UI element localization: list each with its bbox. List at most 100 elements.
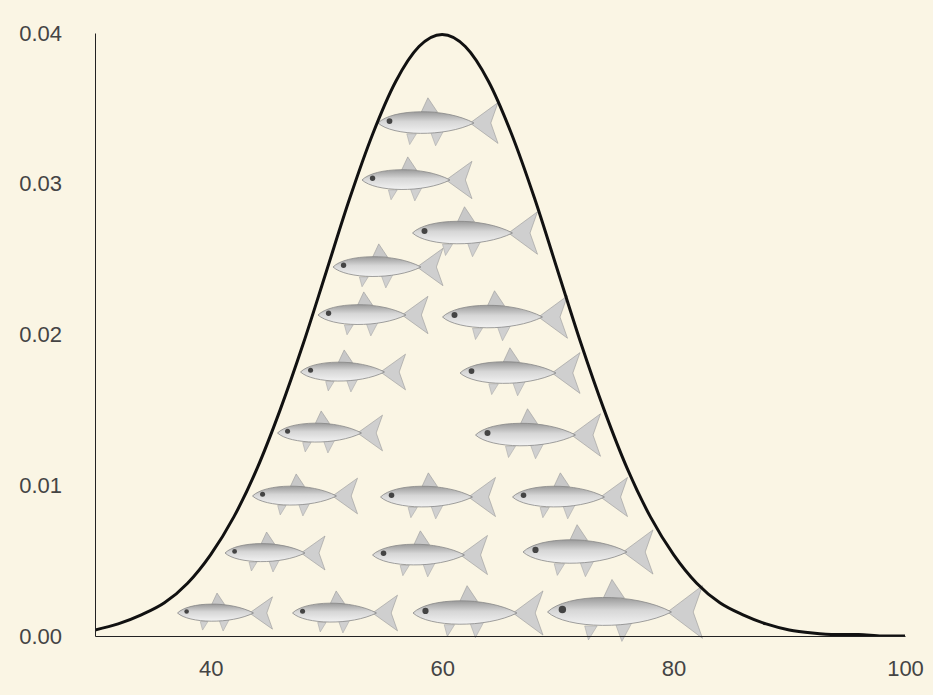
fish-icon — [513, 473, 628, 519]
fish-eye — [559, 606, 566, 613]
fish-fin — [330, 591, 344, 604]
y-tick: 0.03 — [19, 171, 95, 196]
background — [0, 0, 933, 695]
x-axis: 40 60 80 100 — [96, 636, 924, 681]
y-tick-label: 0.01 — [19, 473, 62, 498]
fish-fin — [212, 593, 225, 604]
fish-body — [513, 486, 605, 507]
y-tick: 0.00 — [19, 624, 95, 649]
fish-eye — [260, 492, 265, 497]
fish-fin — [570, 525, 588, 541]
y-axis: 0.00 0.01 0.02 0.03 0.04 — [19, 21, 95, 649]
fish-body — [278, 423, 362, 442]
fish-fin — [315, 411, 329, 424]
fish-icon — [253, 474, 358, 516]
fish-eye — [370, 176, 375, 181]
x-tick-label: 60 — [430, 656, 454, 681]
fish-eye — [308, 368, 313, 373]
fish-eye — [452, 312, 458, 318]
fish-fin — [338, 350, 352, 363]
fish-eye — [485, 430, 491, 436]
x-axis-line — [96, 636, 906, 637]
fish-body — [301, 362, 385, 381]
fish-body — [373, 544, 465, 565]
fish-icon — [413, 586, 543, 638]
fish-body — [333, 257, 421, 277]
fish-icon — [178, 593, 273, 631]
fish-body — [378, 112, 474, 134]
fish-body — [362, 170, 450, 190]
fish-eye — [300, 609, 305, 614]
y-tick: 0.01 — [19, 473, 95, 498]
fish-icon — [333, 244, 443, 288]
x-tick: 80 — [662, 636, 686, 681]
fish-icon — [301, 350, 406, 392]
fish-eye — [469, 368, 475, 374]
y-tick-label: 0.00 — [19, 624, 62, 649]
y-tick: 0.04 — [19, 21, 95, 46]
fish-icon — [318, 292, 428, 336]
fish-fin — [358, 292, 373, 305]
fish-fin — [458, 207, 475, 222]
x-tick-label: 80 — [662, 656, 686, 681]
fish-body — [413, 601, 517, 624]
fish-body — [548, 597, 672, 625]
fish-eye — [341, 263, 346, 268]
y-tick: 0.02 — [19, 322, 95, 347]
x-tick: 40 — [199, 636, 223, 681]
x-tick: 60 — [430, 636, 454, 681]
fish-body — [460, 362, 556, 384]
fish-eye — [521, 492, 527, 498]
fish-tail — [668, 586, 703, 639]
fish-fin — [422, 473, 438, 487]
fish-icon — [378, 98, 498, 146]
fish-eye — [389, 492, 395, 498]
fish-icon — [362, 157, 472, 201]
fish-icon — [293, 591, 398, 633]
fish-fin — [554, 473, 570, 487]
fish-fin — [488, 291, 505, 306]
fish-icon — [373, 531, 488, 577]
fish-icon — [476, 409, 601, 459]
fish-body — [443, 305, 543, 328]
fish-fin — [603, 579, 624, 598]
density-line — [95, 35, 905, 636]
fish-body — [253, 486, 337, 505]
fish-body — [381, 486, 473, 507]
fish-eye — [387, 118, 393, 124]
chart: 40 60 80 100 0.00 0.01 0.02 0.03 0.04 — [0, 0, 933, 695]
fish-body — [476, 423, 576, 446]
fish-fin — [460, 586, 478, 602]
fish-body — [225, 544, 305, 562]
fish-eye — [532, 547, 538, 553]
fish-body — [523, 540, 627, 563]
y-tick-label: 0.02 — [19, 322, 62, 347]
fish-eye — [232, 549, 237, 554]
fish-eye — [422, 228, 428, 234]
fish-icon — [413, 207, 538, 257]
fish-icon — [381, 473, 496, 519]
fish-body — [293, 603, 377, 622]
fish-body — [318, 305, 406, 325]
fish-body — [178, 604, 254, 621]
y-axis-line — [95, 34, 96, 637]
y-tick-label: 0.04 — [19, 21, 62, 46]
fish-eye — [381, 550, 387, 556]
plot-area — [95, 35, 905, 636]
x-tick-label: 100 — [887, 656, 924, 681]
fish-icon — [460, 348, 580, 396]
fish-icon — [523, 525, 653, 577]
fish-fin — [261, 532, 275, 544]
fish-icons — [178, 98, 703, 642]
fish-fin — [290, 474, 304, 487]
fish-icon — [225, 532, 325, 572]
fish-fin — [373, 244, 388, 257]
x-tick: 100 — [887, 636, 924, 681]
fish-body — [413, 221, 513, 244]
x-tick-label: 40 — [199, 656, 223, 681]
fish-icon — [443, 291, 568, 341]
fish-eye — [422, 608, 428, 614]
fish-fin — [521, 409, 538, 424]
fish-icon — [548, 579, 703, 641]
fish-fin — [503, 348, 519, 362]
